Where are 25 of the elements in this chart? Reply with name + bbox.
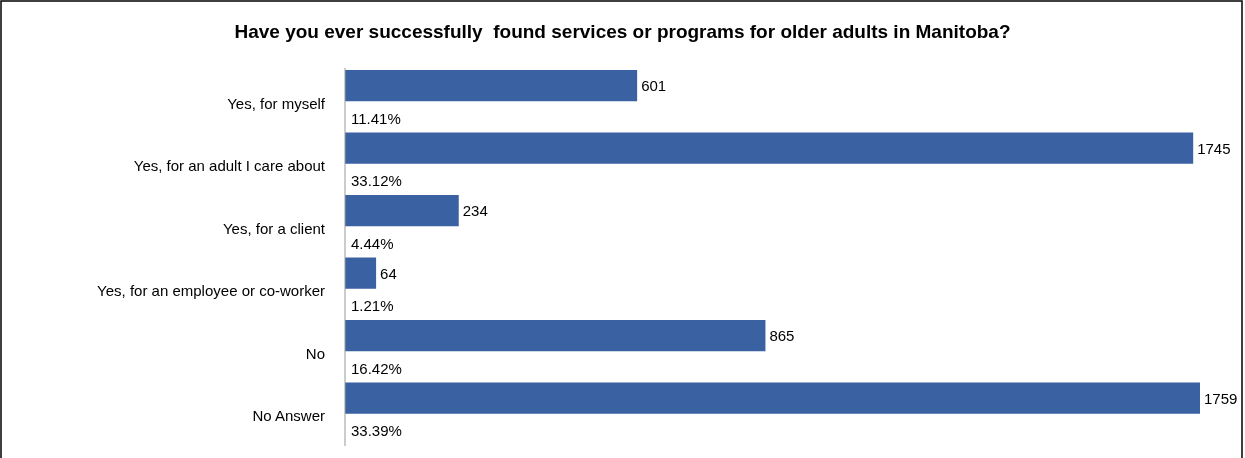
data-label: 1745 <box>1197 139 1231 157</box>
annotation: 33.12% <box>351 172 402 190</box>
bar <box>345 382 1200 414</box>
y-tick-label: No Answer <box>252 407 325 425</box>
y-tick-label: Yes, for an employee or co-worker <box>97 282 325 300</box>
y-tick-label: No <box>305 344 325 362</box>
annotation: 4.44% <box>351 234 394 252</box>
bar <box>345 257 377 289</box>
y-tick-label: Yes, for a client <box>222 219 326 237</box>
bar <box>345 195 459 227</box>
bar <box>345 132 1194 164</box>
data-label: 601 <box>641 77 667 95</box>
data-label: 1759 <box>1204 389 1238 407</box>
annotation: 33.39% <box>351 422 402 440</box>
data-label: 865 <box>769 327 795 345</box>
annotation: 11.41% <box>351 109 401 127</box>
annotation: 16.42% <box>351 359 402 377</box>
y-tick-label: Yes, for an adult I care about <box>133 157 326 175</box>
data-label: 234 <box>462 202 488 220</box>
bar <box>345 70 638 102</box>
y-tick-label: Yes, for myself <box>227 94 326 112</box>
chart-title: Have you ever successfully found services or programs for older adults in Manitoba? <box>234 21 1011 42</box>
annotation: 1.21% <box>351 297 394 315</box>
bar <box>345 320 766 352</box>
data-label: 64 <box>380 264 397 282</box>
